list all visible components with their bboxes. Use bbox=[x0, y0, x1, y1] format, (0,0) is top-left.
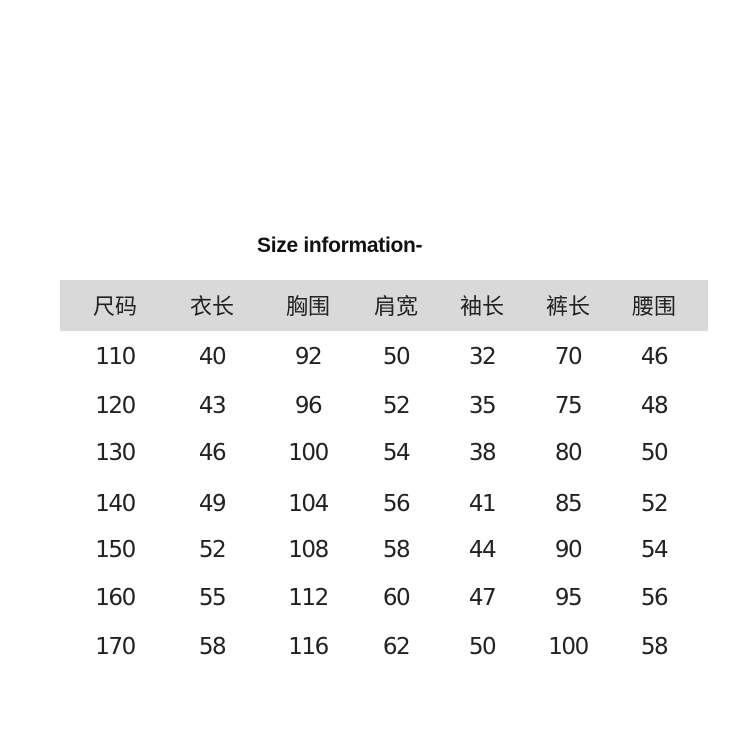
table-cell: 46 bbox=[198, 440, 227, 466]
size-info-title: Size information- bbox=[257, 234, 423, 257]
table-cell: 43 bbox=[198, 393, 227, 419]
table-cell: 55 bbox=[198, 585, 227, 611]
table-cell: 80 bbox=[554, 440, 583, 466]
column-header: 尺码 bbox=[92, 295, 138, 320]
table-cell: 58 bbox=[382, 537, 411, 563]
table-cell: 96 bbox=[294, 393, 323, 419]
table-cell: 90 bbox=[554, 537, 583, 563]
table-cell: 170 bbox=[95, 634, 136, 660]
column-header: 袖长 bbox=[459, 295, 505, 320]
table-cell: 38 bbox=[468, 440, 497, 466]
table-cell: 47 bbox=[468, 585, 497, 611]
table-cell: 58 bbox=[640, 634, 669, 660]
table-cell: 50 bbox=[382, 344, 411, 370]
table-cell: 48 bbox=[640, 393, 669, 419]
table-cell: 104 bbox=[288, 491, 329, 517]
table-cell: 32 bbox=[468, 344, 497, 370]
table-cell: 52 bbox=[640, 491, 669, 517]
table-cell: 120 bbox=[95, 393, 136, 419]
table-cell: 130 bbox=[95, 440, 136, 466]
table-cell: 54 bbox=[382, 440, 411, 466]
table-header-band bbox=[60, 280, 708, 331]
table-cell: 92 bbox=[294, 344, 323, 370]
table-cell: 160 bbox=[95, 585, 136, 611]
column-header: 衣长 bbox=[189, 295, 235, 320]
table-cell: 46 bbox=[640, 344, 669, 370]
table-cell: 35 bbox=[468, 393, 497, 419]
table-cell: 62 bbox=[382, 634, 411, 660]
table-cell: 49 bbox=[198, 491, 227, 517]
table-cell: 150 bbox=[95, 537, 136, 563]
table-cell: 41 bbox=[468, 491, 497, 517]
table-cell: 100 bbox=[288, 440, 329, 466]
table-cell: 116 bbox=[288, 634, 329, 660]
column-header: 裤长 bbox=[545, 295, 591, 320]
table-cell: 52 bbox=[198, 537, 227, 563]
table-cell: 54 bbox=[640, 537, 669, 563]
table-cell: 70 bbox=[554, 344, 583, 370]
table-cell: 60 bbox=[382, 585, 411, 611]
table-cell: 112 bbox=[288, 585, 329, 611]
table-cell: 52 bbox=[382, 393, 411, 419]
table-cell: 44 bbox=[468, 537, 497, 563]
table-cell: 140 bbox=[95, 491, 136, 517]
table-cell: 108 bbox=[288, 537, 329, 563]
column-header: 肩宽 bbox=[373, 295, 419, 320]
table-cell: 56 bbox=[382, 491, 411, 517]
table-cell: 58 bbox=[198, 634, 227, 660]
table-cell: 56 bbox=[640, 585, 669, 611]
column-header: 腰围 bbox=[631, 295, 677, 320]
table-cell: 50 bbox=[640, 440, 669, 466]
table-cell: 110 bbox=[95, 344, 136, 370]
table-cell: 95 bbox=[554, 585, 583, 611]
column-header: 胸围 bbox=[285, 295, 331, 320]
table-cell: 40 bbox=[198, 344, 227, 370]
table-cell: 100 bbox=[548, 634, 589, 660]
table-cell: 85 bbox=[554, 491, 583, 517]
table-cell: 50 bbox=[468, 634, 497, 660]
table-cell: 75 bbox=[554, 393, 583, 419]
